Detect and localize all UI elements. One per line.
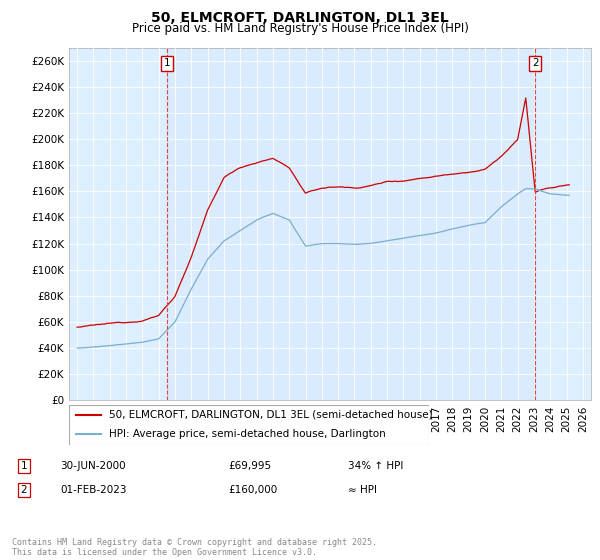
Text: 50, ELMCROFT, DARLINGTON, DL1 3EL: 50, ELMCROFT, DARLINGTON, DL1 3EL — [151, 11, 449, 25]
Text: Contains HM Land Registry data © Crown copyright and database right 2025.
This d: Contains HM Land Registry data © Crown c… — [12, 538, 377, 557]
Text: 34% ↑ HPI: 34% ↑ HPI — [348, 461, 403, 471]
Text: 01-FEB-2023: 01-FEB-2023 — [60, 485, 127, 495]
Text: £69,995: £69,995 — [228, 461, 271, 471]
Bar — [167, 48, 535, 400]
Text: 2: 2 — [532, 58, 539, 68]
Text: 2: 2 — [20, 485, 28, 495]
Text: 30-JUN-2000: 30-JUN-2000 — [60, 461, 125, 471]
Text: £160,000: £160,000 — [228, 485, 277, 495]
Text: 1: 1 — [20, 461, 28, 471]
Text: HPI: Average price, semi-detached house, Darlington: HPI: Average price, semi-detached house,… — [109, 429, 385, 439]
Text: Price paid vs. HM Land Registry's House Price Index (HPI): Price paid vs. HM Land Registry's House … — [131, 22, 469, 35]
Text: 50, ELMCROFT, DARLINGTON, DL1 3EL (semi-detached house): 50, ELMCROFT, DARLINGTON, DL1 3EL (semi-… — [109, 410, 432, 420]
Text: ≈ HPI: ≈ HPI — [348, 485, 377, 495]
Text: 1: 1 — [164, 58, 170, 68]
